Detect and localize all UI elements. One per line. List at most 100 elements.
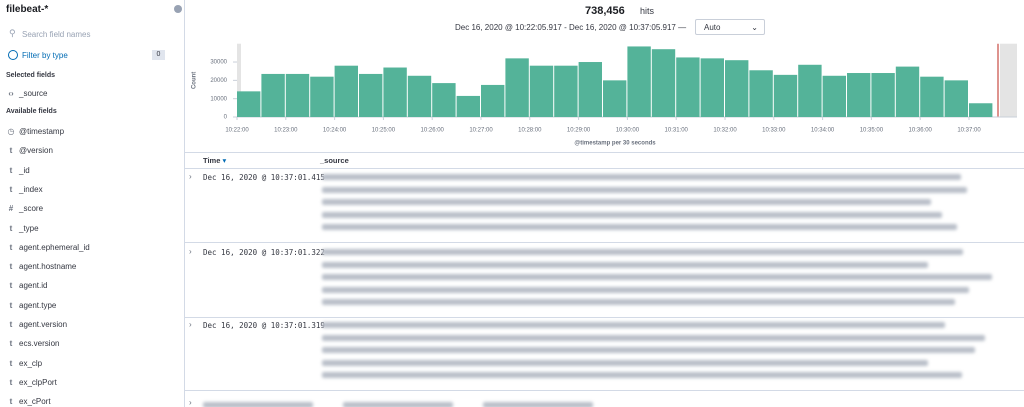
main-panel: 738,456 hits Dec 16, 2020 @ 10:22:05.917…	[185, 0, 1024, 407]
expand-toggle[interactable]: ›	[189, 172, 192, 181]
field-type-icon: #	[8, 204, 14, 214]
source-text-blurred	[322, 224, 958, 230]
column-header[interactable]: Time ▾	[203, 156, 226, 165]
source-text-blurred	[322, 286, 970, 293]
bar	[773, 74, 798, 117]
bar	[676, 57, 700, 117]
expand-toggle[interactable]: ›	[189, 398, 192, 407]
bar	[285, 73, 310, 117]
field-type-icon: ◷	[7, 127, 15, 136]
field-type-icon: t	[9, 320, 13, 329]
filter-by-type[interactable]: Filter by type	[22, 51, 68, 60]
field-name[interactable]: ex_clp	[19, 358, 43, 368]
bar	[310, 76, 334, 117]
filter-count: 0	[152, 50, 165, 60]
search-input[interactable]: Search field names	[22, 30, 91, 39]
x-tick-label: 10:35:00	[860, 128, 884, 134]
field-name[interactable]: agent.type	[19, 300, 57, 310]
row-time: Dec 16, 2020 @ 10:37:01.415	[203, 173, 325, 182]
field-name[interactable]: _id	[19, 165, 30, 175]
field-name[interactable]: agent.id	[19, 281, 48, 291]
hits-count: 738,456	[585, 5, 625, 17]
x-tick-label: 10:23:00	[274, 128, 298, 134]
field-name[interactable]: @version	[19, 146, 53, 156]
field-type-icon: t	[9, 146, 13, 156]
source-text-blurred	[322, 299, 955, 305]
divider	[185, 168, 1024, 169]
bar	[578, 62, 602, 117]
x-axis-label: @timestamp per 30 seconds	[574, 141, 656, 147]
field-type-icon: t	[9, 184, 13, 194]
source-text-blurred	[322, 334, 985, 341]
field-name[interactable]: _type	[19, 223, 39, 233]
expand-toggle[interactable]: ›	[189, 320, 192, 329]
bar	[432, 83, 456, 117]
x-tick-label: 10:33:00	[762, 128, 786, 134]
x-tick-label: 10:26:00	[421, 128, 445, 134]
field-name[interactable]: ex_clpPort	[19, 377, 57, 387]
field-type-icon: t	[9, 165, 13, 175]
column-time: Time	[203, 156, 221, 165]
field-sidebar: filebeat-* ⚲ Search field names Filter b…	[0, 0, 185, 407]
bucket-shade	[237, 43, 241, 118]
y-tick-label: 20000	[210, 78, 227, 84]
field-name[interactable]: agent.ephemeral_id	[19, 242, 90, 252]
histogram: 0 10000 20000 30000 Count 10:22:00 10:23:00 10:…	[192, 43, 1017, 147]
x-tick-label: 10:25:00	[372, 128, 396, 134]
bar	[456, 95, 480, 117]
interval-value: Auto	[704, 23, 721, 32]
x-tick-label: 10:31:00	[665, 128, 689, 134]
field-type-icon: t	[9, 300, 13, 310]
field-name[interactable]: ecs.version	[19, 339, 60, 349]
source-text-blurred	[483, 402, 593, 407]
source-text-blurred	[322, 261, 929, 268]
bar	[822, 75, 846, 117]
bar	[700, 58, 724, 117]
hits-label: hits	[640, 6, 655, 16]
field-type-icon: t	[9, 358, 13, 368]
source-text-blurred	[322, 372, 962, 378]
row-time: Dec 16, 2020 @ 10:37:01.319	[203, 321, 325, 330]
x-tick-label: 10:28:00	[518, 128, 542, 134]
expand-toggle[interactable]: ›	[189, 247, 192, 256]
field-name[interactable]: _score	[19, 204, 44, 214]
bar	[798, 64, 822, 117]
x-tick-label: 10:29:00	[567, 128, 591, 134]
index-pattern[interactable]: filebeat-*	[6, 4, 49, 15]
bar	[529, 65, 554, 117]
bar	[603, 80, 627, 117]
bar	[334, 65, 358, 117]
y-tick-label: 30000	[210, 60, 227, 66]
row-divider	[185, 242, 1024, 243]
field-type-icon: t	[9, 377, 13, 387]
field-name[interactable]: agent.hostname	[19, 262, 77, 272]
source-text-blurred	[322, 322, 945, 328]
bar	[871, 73, 895, 117]
x-tick-label: 10:36:00	[909, 128, 933, 134]
bar	[261, 73, 285, 117]
divider	[185, 152, 1024, 153]
bar	[505, 58, 529, 117]
collapse-button[interactable]	[174, 5, 182, 13]
field-name[interactable]: ex_cPort	[19, 397, 51, 407]
bar	[554, 65, 578, 117]
x-tick-label: 10:37:00	[957, 128, 981, 134]
field-name[interactable]: _index	[19, 184, 43, 194]
interval-select[interactable]: Auto ⌄	[695, 19, 765, 35]
field-name[interactable]: @timestamp	[19, 127, 65, 136]
selected-heading: Selected fields	[6, 72, 56, 79]
field-name[interactable]: _source	[19, 89, 48, 98]
field-type-icon: t	[9, 339, 13, 349]
time-range: Dec 16, 2020 @ 10:22:05.917 - Dec 16, 20…	[455, 23, 687, 32]
bar	[749, 70, 773, 117]
x-tick-label: 10:30:00	[616, 128, 640, 134]
field-type-icon: t	[9, 242, 13, 252]
bar	[895, 66, 920, 117]
sort-arrow: ▾	[222, 156, 227, 165]
field-name[interactable]: agent.version	[19, 320, 68, 329]
bar	[383, 67, 407, 117]
search-icon: ⚲	[9, 28, 16, 38]
bar	[651, 49, 676, 118]
source-text-blurred	[322, 359, 929, 366]
